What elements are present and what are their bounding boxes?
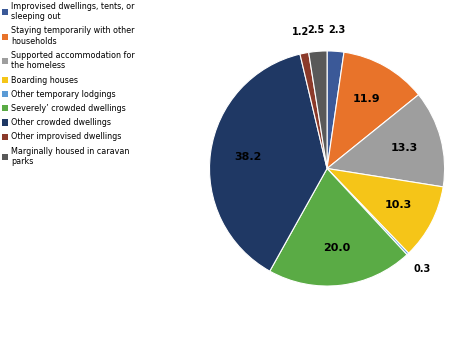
Wedge shape [210,54,327,271]
Wedge shape [270,168,407,286]
Wedge shape [327,51,344,168]
Text: 10.3: 10.3 [384,201,411,211]
Text: 2.5: 2.5 [308,25,325,35]
Text: 11.9: 11.9 [353,94,381,104]
Text: 38.2: 38.2 [234,152,262,162]
Text: 1.2: 1.2 [292,27,309,37]
Text: 13.3: 13.3 [391,143,418,153]
Text: 2.3: 2.3 [328,25,346,35]
Legend: Improvised dwellings, tents, or
sleeping out, Staying temporarily with other
hou: Improvised dwellings, tents, or sleeping… [0,0,137,168]
Wedge shape [327,168,443,253]
Wedge shape [300,52,327,168]
Wedge shape [327,52,419,168]
Wedge shape [327,168,409,255]
Text: 20.0: 20.0 [323,243,350,253]
Wedge shape [327,95,445,187]
Wedge shape [309,51,327,168]
Text: 0.3: 0.3 [414,264,431,274]
